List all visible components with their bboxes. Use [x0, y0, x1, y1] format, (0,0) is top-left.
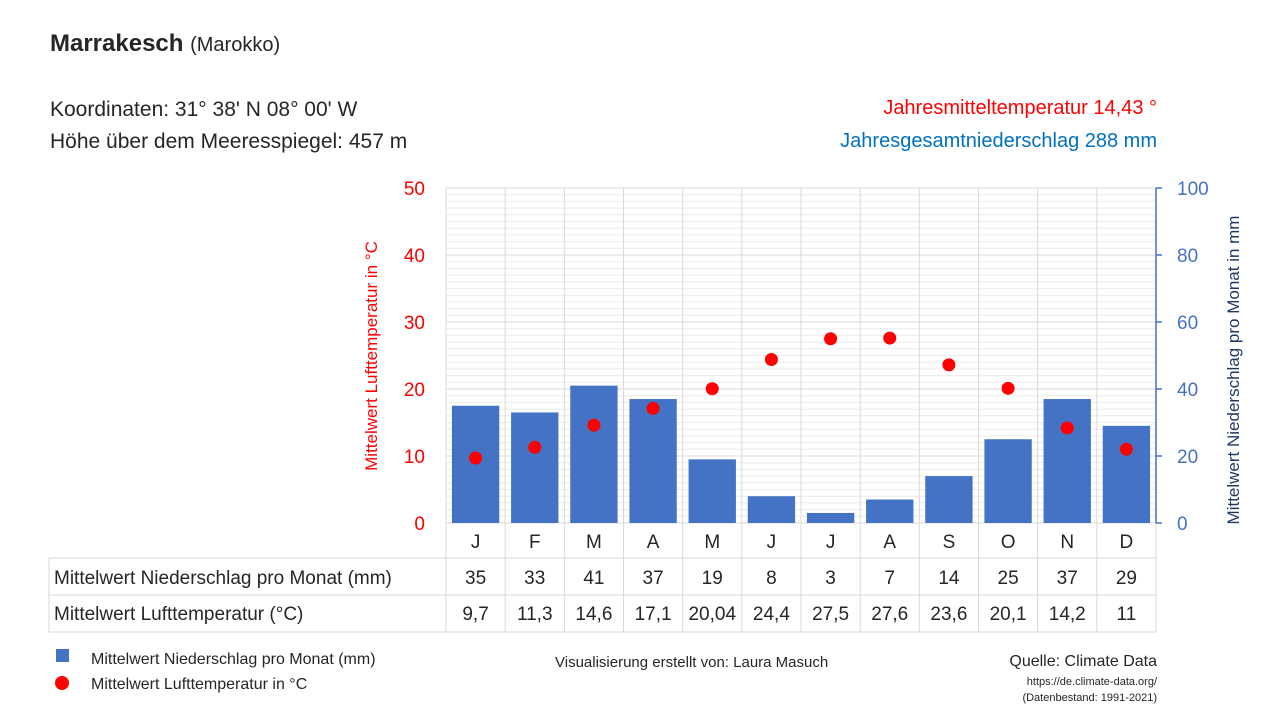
temp-point	[705, 382, 719, 396]
temp-point	[883, 331, 897, 345]
temp-point	[469, 451, 483, 465]
category-label: A	[883, 532, 896, 553]
precip-bar	[629, 399, 677, 523]
category-label: D	[1120, 532, 1134, 553]
precip-bar	[747, 496, 796, 523]
precip-bar	[925, 476, 973, 523]
table-temp-cell: 11	[1117, 604, 1137, 625]
table-temp-cell: 14,2	[1049, 604, 1086, 625]
table-temp-cell: 14,6	[575, 604, 612, 625]
source-url: https://de.climate-data.org/	[1026, 676, 1157, 688]
left-axis-title: Mittelwert Lufttemperatur in °C	[362, 241, 381, 471]
table-precip-cell: 7	[884, 568, 895, 589]
left-axis-tick: 0	[414, 514, 425, 535]
category-label: A	[647, 532, 660, 553]
table-temp-cell: 27,5	[812, 604, 849, 625]
right-axis-tick: 0	[1177, 514, 1188, 535]
table-precip-cell: 41	[583, 568, 604, 589]
table-temp-cell: 11,3	[517, 604, 553, 625]
precip-bar	[866, 499, 914, 523]
temp-point	[1119, 442, 1133, 456]
temp-point	[764, 353, 778, 367]
right-axis-tick: 60	[1177, 313, 1198, 334]
table-precip-row-label: Mittelwert Niederschlag pro Monat (mm)	[54, 568, 392, 589]
table-temp-row-label: Mittelwert Lufttemperatur (°C)	[54, 604, 303, 625]
legend-temp-marker	[55, 676, 69, 690]
precip-bar	[570, 385, 618, 523]
precip-bar	[984, 439, 1032, 523]
left-axis-tick: 40	[404, 246, 425, 267]
right-axis-tick: 20	[1177, 447, 1198, 468]
category-label: J	[826, 532, 836, 553]
category-label: N	[1060, 532, 1074, 553]
category-label: M	[704, 532, 720, 553]
left-axis-tick: 30	[404, 313, 425, 334]
city-name: Marrakesch	[50, 30, 184, 57]
table-precip-cell: 29	[1116, 568, 1137, 589]
page-title: Marrakesch (Marokko)	[50, 30, 280, 58]
right-axis-tick: 80	[1177, 246, 1198, 267]
left-axis-tick: 20	[404, 380, 425, 401]
annual-precipitation-text: Jahresgesamtniederschlag 288 mm	[840, 130, 1157, 152]
precip-bar	[688, 459, 736, 523]
legend-precip-label: Mittelwert Niederschlag pro Monat (mm)	[91, 651, 376, 668]
category-label: M	[586, 532, 602, 553]
altitude-text: Höhe über dem Meeresspiegel: 457 m	[50, 130, 408, 153]
category-label: O	[1001, 532, 1016, 553]
right-axis-title: Mittelwert Niederschlag pro Monat in mm	[1224, 216, 1243, 525]
table-temp-cell: 20,04	[688, 604, 736, 625]
temp-point	[824, 332, 838, 346]
coordinates-text: Koordinaten: 31° 38' N 08° 00' W	[50, 98, 358, 121]
temp-point	[587, 418, 601, 432]
right-axis-tick: 100	[1177, 179, 1209, 200]
table-temp-cell: 20,1	[990, 604, 1027, 625]
precip-bar	[511, 412, 559, 523]
source-text: Quelle: Climate Data	[1009, 653, 1157, 670]
table-temp-cell: 23,6	[930, 604, 967, 625]
table-temp-cell: 17,1	[635, 604, 672, 625]
precip-bar	[806, 512, 855, 523]
table-precip-cell: 3	[825, 568, 836, 589]
legend-temp-label: Mittelwert Lufttemperatur in °C	[91, 676, 308, 693]
table-precip-cell: 25	[998, 568, 1019, 589]
category-label: F	[529, 532, 541, 553]
temp-point	[646, 401, 660, 415]
right-axis-tick: 40	[1177, 380, 1198, 401]
temp-point	[528, 440, 542, 454]
table-precip-cell: 14	[938, 568, 960, 589]
credit-text: Visualisierung erstellt von: Laura Masuc…	[555, 654, 829, 671]
legend-precip-marker	[56, 649, 69, 662]
category-label: J	[767, 532, 777, 553]
table-precip-cell: 33	[524, 568, 545, 589]
country-name: (Marokko)	[190, 34, 281, 56]
dataset-text: (Datenbestand: 1991-2021)	[1022, 692, 1157, 704]
table-precip-cell: 37	[643, 568, 664, 589]
category-label: S	[943, 532, 956, 553]
left-axis-tick: 50	[404, 179, 425, 200]
table-precip-cell: 37	[1057, 568, 1078, 589]
category-label: J	[471, 532, 481, 553]
precip-bar	[1043, 399, 1091, 523]
table-precip-cell: 35	[465, 568, 486, 589]
precip-bar	[1102, 425, 1151, 523]
temp-point	[1001, 381, 1015, 395]
table-temp-cell: 9,7	[462, 604, 488, 625]
table-temp-cell: 24,4	[753, 604, 790, 625]
annual-temperature-text: Jahresmitteltemperatur 14,43 °	[883, 97, 1157, 119]
temp-point	[942, 358, 956, 372]
left-axis-tick: 10	[404, 447, 425, 468]
table-precip-cell: 8	[766, 568, 777, 589]
table-precip-cell: 19	[702, 568, 723, 589]
temp-point	[1060, 421, 1074, 435]
table-temp-cell: 27,6	[871, 604, 908, 625]
